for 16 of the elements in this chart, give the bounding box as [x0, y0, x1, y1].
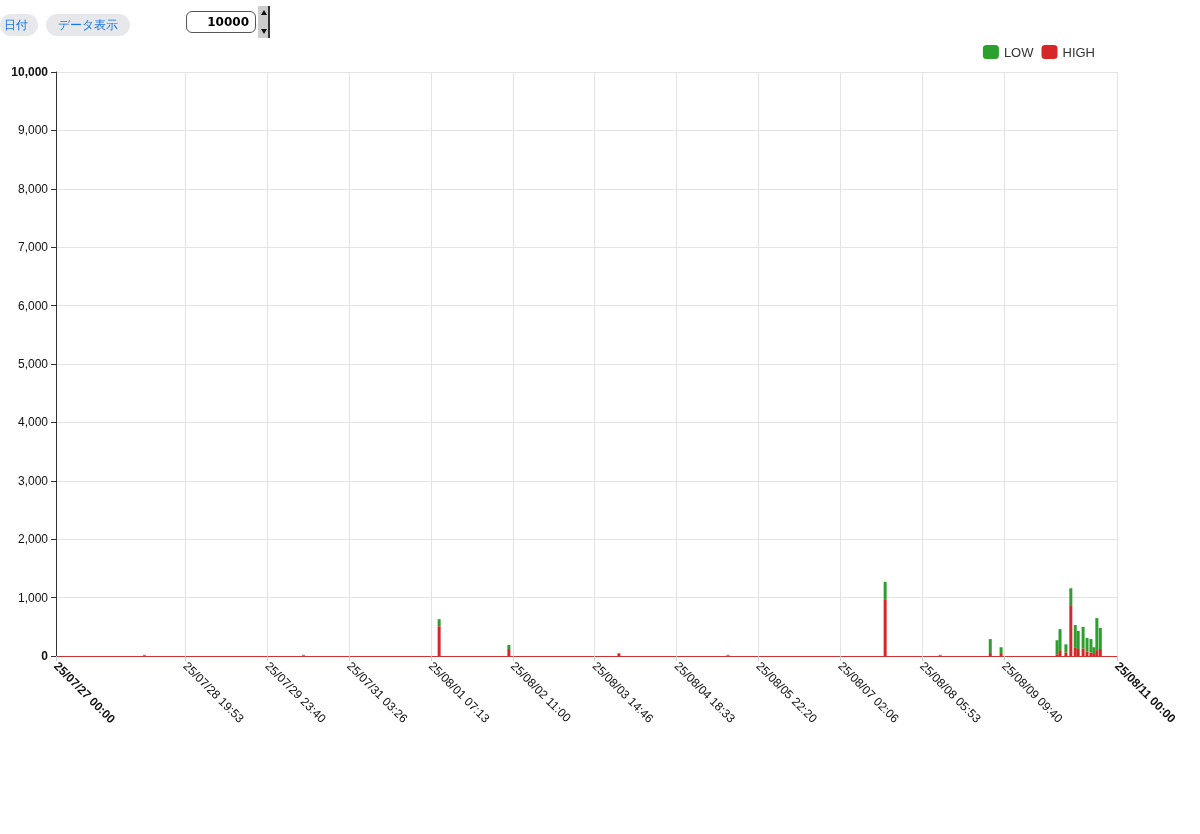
- legend-label: LOW: [1003, 44, 1035, 60]
- y-tick-label: 8,000: [17, 181, 49, 196]
- y-tick-label: 2,000: [17, 532, 49, 547]
- y-tick-label: 7,000: [17, 240, 49, 255]
- y-tick-label: 0: [41, 649, 49, 663]
- legend-label: HIGH: [1062, 44, 1095, 60]
- y-tick-label: 5,000: [17, 357, 49, 371]
- y-tick-label: 1,000: [17, 590, 49, 605]
- y-tick-label: 9,000: [17, 123, 49, 138]
- y-tick-label: 10,000: [11, 65, 49, 79]
- number-field: 10000: [186, 11, 256, 33]
- y-tick-label: 4,000: [17, 415, 49, 430]
- y-tick-label: 6,000: [17, 298, 49, 313]
- y-tick-label: 3,000: [17, 473, 49, 488]
- button: 日付: [0, 14, 38, 36]
- button: データ表示: [46, 14, 130, 36]
